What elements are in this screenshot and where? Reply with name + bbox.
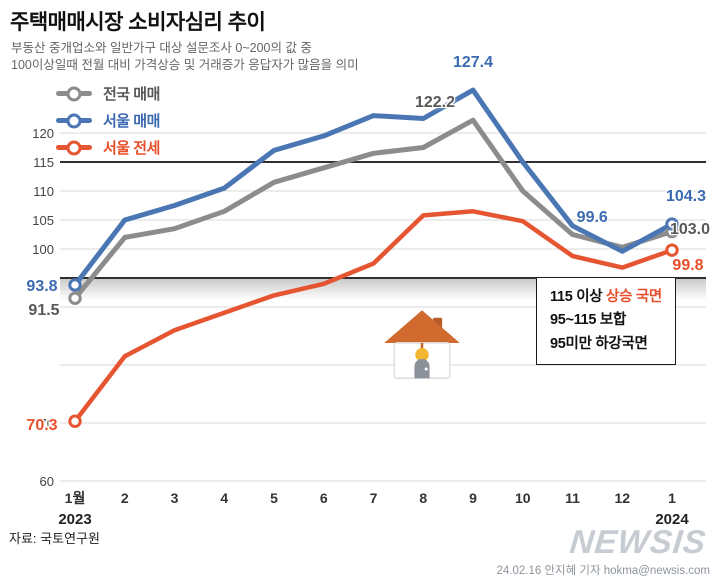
newsis-logo: NEWSIS [567, 523, 708, 560]
annotation-line: 95미만 하강국면 [550, 335, 648, 352]
y-axis-label: 100 [32, 242, 54, 257]
x-axis-label: 1 [668, 490, 676, 506]
y-axis-label: 105 [32, 213, 54, 228]
point-marker [68, 278, 82, 292]
phase-annotation-box: 115 이상 상승 국면 95~115 보합 95미만 하강국면 [536, 277, 676, 366]
point-marker [68, 291, 82, 305]
x-axis-label: 5 [270, 490, 278, 506]
x-axis-year-label: 2023 [58, 511, 91, 528]
legend-label: 서울 매매 [103, 113, 160, 130]
legend-line-marker-icon [56, 86, 92, 101]
x-axis-year-label: 2024 [655, 511, 689, 528]
chart-subtitle-line1: 부동산 중개업소와 일반가구 대상 설문조사 0~200의 값 중 [11, 41, 312, 55]
y-axis-label: 60 [40, 474, 54, 489]
series-line-seoul-sales [72, 87, 675, 288]
legend-item: 서울 전세 [56, 138, 160, 157]
credit-label: 24.02.16 안지혜 기자 hokma@newsis.com [496, 565, 710, 577]
legend-line-marker-icon [56, 113, 92, 128]
x-axis-label: 2 [121, 490, 129, 506]
x-axis-label: 4 [220, 490, 228, 506]
house-icon [380, 306, 464, 390]
y-axis-label: 110 [33, 184, 54, 199]
legend-label: 전국 매매 [103, 86, 160, 103]
chart-subtitle-line2: 100이상일때 전월 대비 가격상승 및 거래증가 응답자가 많음을 의미 [11, 58, 359, 72]
x-axis-label: 12 [614, 490, 630, 506]
x-axis-label: 11 [565, 490, 580, 506]
page-title: 주택매매시장 소비자심리 추이 [10, 11, 266, 34]
legend-item: 전국 매매 [56, 84, 160, 103]
legend-line-marker-icon [56, 140, 92, 155]
x-axis-label: 6 [320, 490, 328, 506]
annotation-line: 115 이상 상승 국면 [550, 289, 662, 305]
series-line-nationwide-sales [72, 117, 675, 301]
x-axis-label: 10 [515, 490, 531, 506]
legend-label: 서울 전세 [103, 140, 160, 157]
x-axis-label: 9 [469, 490, 477, 506]
x-axis-label: 1월 [65, 490, 86, 506]
point-marker [68, 414, 82, 428]
point-marker [665, 217, 679, 231]
source-label: 자료: 국토연구원 [9, 531, 100, 546]
x-axis-label: 3 [171, 490, 179, 506]
y-axis-label: 115 [33, 155, 54, 170]
x-axis-label: 8 [419, 490, 427, 506]
x-axis-label: 7 [370, 490, 378, 506]
legend-item: 서울 매매 [56, 111, 160, 130]
series-line-seoul-jeonse [72, 209, 675, 424]
point-marker [665, 243, 679, 257]
annotation-line: 95~115 보합 [550, 312, 626, 329]
y-axis-label: 70 [40, 416, 54, 431]
y-axis-label: 120 [32, 126, 54, 141]
